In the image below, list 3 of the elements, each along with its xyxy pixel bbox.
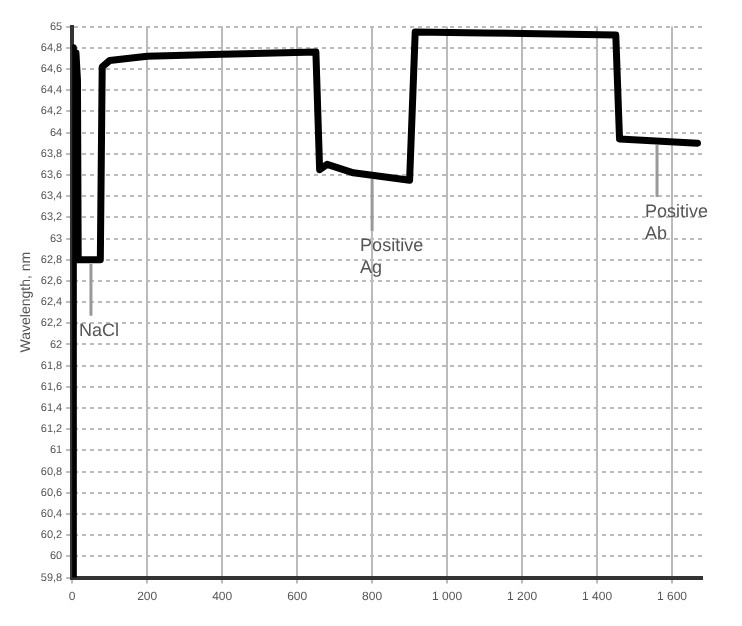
annotation: NaCl xyxy=(78,319,119,340)
annotation: Positive Ag xyxy=(360,234,424,277)
annotation: Positive Ab xyxy=(645,201,709,244)
